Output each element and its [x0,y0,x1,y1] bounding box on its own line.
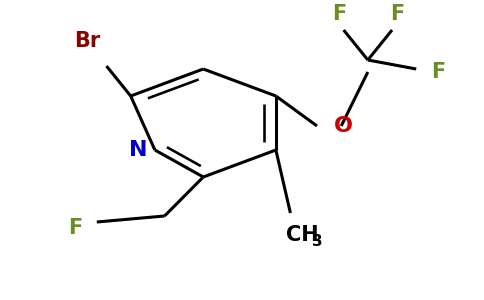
Text: O: O [334,116,353,136]
Text: F: F [431,62,445,82]
Text: CH: CH [286,225,318,245]
Text: N: N [129,140,148,160]
Text: F: F [332,4,346,24]
Text: F: F [68,218,82,238]
Text: F: F [390,4,404,24]
Text: Br: Br [74,31,100,51]
Text: 3: 3 [312,234,323,249]
